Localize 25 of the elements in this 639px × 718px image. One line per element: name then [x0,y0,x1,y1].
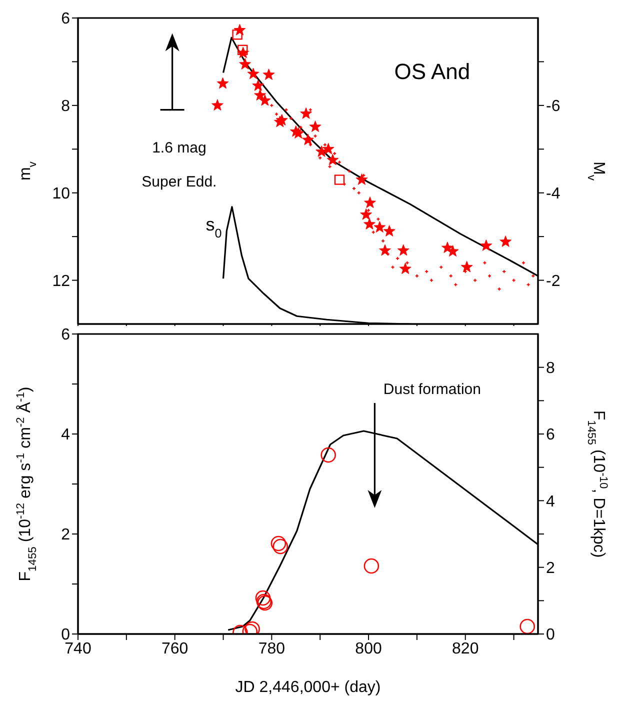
y2-tick-label: 0 [546,626,555,644]
y2-tick-label: 8 [546,360,555,378]
y2-tick-label: -4 [546,186,560,203]
y2-tick-label: 6 [546,426,555,444]
annotation: Dust formation [383,381,481,398]
y2-tick-label: 2 [546,560,555,578]
y2-tick-label: -6 [546,98,560,116]
y-tick-label: 6 [61,10,70,28]
x-tick-label: 780 [258,640,286,658]
y-tick-label: 8 [61,98,70,116]
y-tick-label: 6 [61,326,70,344]
y-tick-label: 12 [52,272,70,290]
text: OS And [394,59,470,84]
x-axis-title: JD 2,446,000+ (day) [235,679,381,696]
y2-tick-label: 4 [546,493,555,510]
x-tick-label: 800 [355,640,382,658]
y-tick-label: 4 [61,426,70,444]
x-tick-label: 760 [161,640,188,658]
y-tick-label: 10 [52,186,70,203]
annotation: Super Edd. [142,173,217,190]
annotation: 1.6 mag [152,140,206,157]
y2-tick-label: -2 [546,272,560,290]
y-tick-label: 2 [61,526,70,544]
x-tick-label: 820 [452,640,479,658]
annotation: s$_{0}$ [206,214,222,241]
